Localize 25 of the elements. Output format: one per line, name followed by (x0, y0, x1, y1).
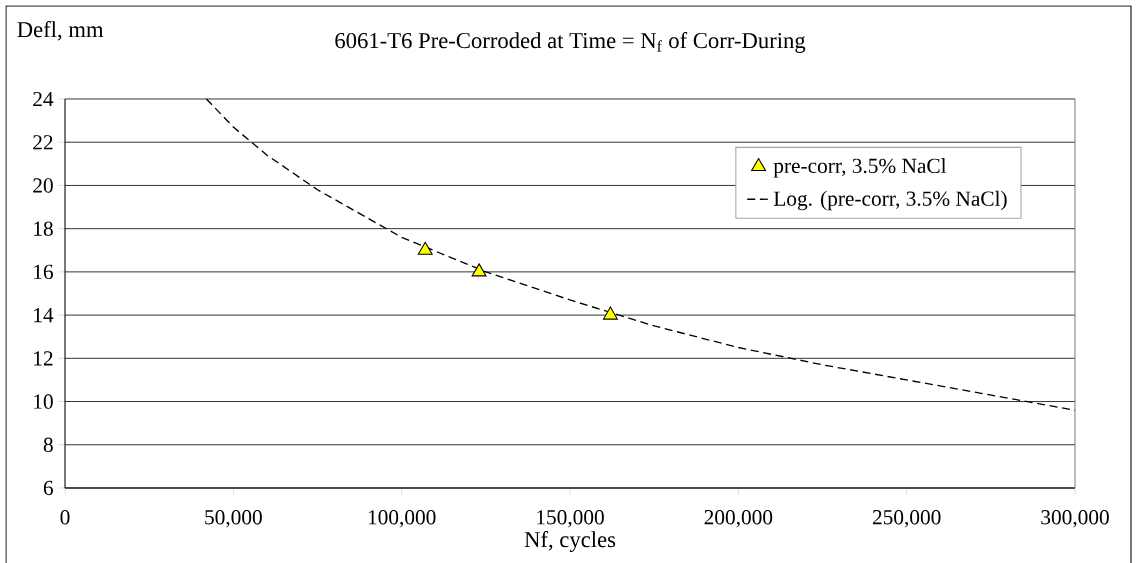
x-tick-label: 100,000 (368, 510, 436, 528)
x-tick-label: 250,000 (872, 510, 941, 528)
y-tick-label: 10 (34, 394, 53, 409)
y-tick-label: 24 (33, 91, 54, 107)
x-tick-label: 50,000 (205, 510, 262, 528)
y-tick-label: 20 (33, 178, 53, 193)
y-tick-label: 22 (33, 135, 53, 150)
y-tick-label: 12 (34, 351, 53, 366)
legend-label: Log. (pre-corr, 3.5% NaCl) (773, 190, 1007, 211)
x-tick-label: 200,000 (704, 510, 773, 528)
x-tick-label: 300,000 (1041, 510, 1109, 528)
legend-label: pre-corr, 3.5% NaCl (773, 158, 947, 178)
point (471, 263, 487, 277)
y-tick-label: 16 (34, 264, 53, 280)
y-axis-title: Defl, mm (17, 21, 104, 41)
y-tick-label: 8 (43, 437, 53, 452)
y-tick-label: 6 (43, 480, 53, 496)
y-tick-label: 14 (34, 308, 54, 323)
x-tick-label: 0 (60, 510, 70, 525)
point (602, 306, 618, 320)
point (417, 241, 433, 255)
chart-title: 6061-T6 Pre-Corroded at Time = N$_{f}$ of Corr-During (335, 32, 806, 53)
y-tick-label: 18 (34, 221, 53, 236)
x-tick-label: 150,000 (537, 510, 604, 528)
x-axis-title: Nf, cycles (524, 531, 616, 552)
